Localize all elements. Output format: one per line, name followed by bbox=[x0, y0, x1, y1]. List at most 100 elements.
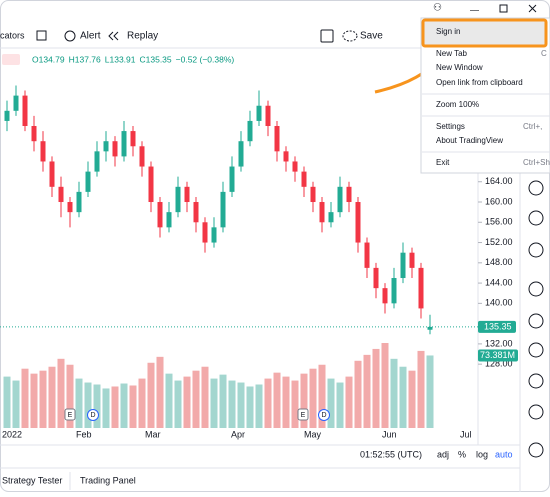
ohlc-legend: O134.79 bbox=[32, 54, 65, 64]
candle-body bbox=[202, 222, 208, 243]
volume-bar bbox=[39, 370, 47, 428]
menu-item[interactable]: Zoom 100% bbox=[436, 100, 479, 109]
volume-bar bbox=[75, 378, 83, 428]
menu-item[interactable]: New Window bbox=[436, 63, 483, 72]
volume-bar bbox=[345, 376, 353, 428]
sidebar-icon[interactable] bbox=[528, 180, 544, 196]
volume-bar bbox=[363, 354, 371, 428]
event-label: E bbox=[301, 412, 306, 419]
volume-box bbox=[478, 349, 518, 362]
ohlc-legend: C135.35 bbox=[140, 54, 172, 64]
sidebar-icon[interactable] bbox=[528, 313, 544, 329]
volume-bar bbox=[327, 378, 335, 428]
candle-body bbox=[292, 161, 298, 172]
menu-item[interactable]: Open link from clipboard bbox=[436, 78, 523, 87]
maximize-button[interactable] bbox=[499, 4, 508, 13]
x-tick-label: 2022 bbox=[2, 429, 22, 439]
candle-body bbox=[409, 252, 415, 268]
ohlc-legend: H137.76 bbox=[69, 54, 101, 64]
sidebar-icon[interactable] bbox=[528, 242, 544, 258]
save-button[interactable]: Save bbox=[360, 31, 383, 42]
candle-body bbox=[166, 212, 172, 228]
volume-bar bbox=[372, 348, 380, 428]
sidebar-icon[interactable] bbox=[528, 281, 544, 297]
cloud-icon[interactable] bbox=[342, 30, 358, 42]
candle-body bbox=[337, 186, 343, 213]
tab[interactable]: Trading Panel bbox=[80, 475, 136, 485]
x-tick-label: Apr bbox=[231, 429, 245, 439]
replay-button[interactable]: Replay bbox=[127, 31, 158, 42]
volume-bar bbox=[174, 380, 182, 428]
candle-body bbox=[274, 126, 280, 152]
volume-bar bbox=[417, 350, 425, 428]
alert-icon[interactable] bbox=[64, 30, 76, 42]
x-tick-label: May bbox=[304, 429, 322, 439]
y-tick-label: 164.00 bbox=[485, 176, 513, 186]
event-label: D bbox=[321, 412, 326, 419]
log-toggle[interactable]: log bbox=[476, 449, 488, 459]
last-price-box bbox=[478, 320, 516, 333]
event-label: E bbox=[68, 412, 73, 419]
candle-body bbox=[391, 278, 397, 304]
sidebar-icon[interactable] bbox=[528, 442, 544, 458]
menu-item[interactable]: About TradingView bbox=[436, 136, 503, 145]
percent-toggle[interactable]: % bbox=[458, 449, 466, 459]
menu-item[interactable]: Settings bbox=[436, 122, 465, 131]
volume-bar bbox=[228, 380, 236, 428]
candle-body bbox=[229, 166, 235, 192]
volume-bar bbox=[93, 384, 101, 428]
y-tick-label: 132.00 bbox=[485, 338, 513, 348]
candle-body bbox=[265, 105, 271, 127]
menu-item[interactable]: Sign in bbox=[436, 27, 460, 36]
ohlc-legend: L133.91 bbox=[105, 54, 136, 64]
last-price-label: 135.35 bbox=[484, 321, 512, 331]
candle-body bbox=[247, 120, 253, 142]
close-button[interactable] bbox=[528, 4, 537, 13]
adj-toggle[interactable]: adj bbox=[437, 449, 449, 459]
volume-bar bbox=[165, 373, 173, 428]
clock: 01:52:55 (UTC) bbox=[360, 449, 422, 459]
x-tick-label: Mar bbox=[145, 429, 161, 439]
sidebar-icon[interactable] bbox=[528, 404, 544, 420]
layout-icon[interactable] bbox=[36, 30, 47, 41]
candle-body bbox=[40, 141, 46, 162]
indicators-button[interactable]: cators bbox=[0, 30, 25, 40]
event-badge bbox=[318, 409, 330, 421]
account-icon[interactable]: ⚇ bbox=[433, 3, 442, 14]
candle-body bbox=[355, 202, 361, 243]
candle-body bbox=[67, 202, 73, 213]
candle-body bbox=[418, 267, 424, 309]
rect-icon[interactable] bbox=[320, 29, 334, 43]
candle-body bbox=[31, 126, 37, 142]
sidebar-icon[interactable] bbox=[528, 373, 544, 389]
replay-icon[interactable] bbox=[108, 31, 119, 41]
volume-bar bbox=[84, 382, 92, 428]
event-label: D bbox=[90, 412, 95, 419]
volume-bar bbox=[129, 385, 137, 428]
candle-body bbox=[184, 186, 190, 203]
candle-body bbox=[94, 151, 100, 172]
sidebar-icon[interactable] bbox=[528, 342, 544, 358]
sidebar-icon[interactable] bbox=[528, 210, 544, 226]
volume-bar bbox=[282, 376, 290, 428]
volume-bar bbox=[309, 368, 317, 428]
menu-item[interactable]: New Tab bbox=[436, 49, 468, 58]
volume-bar bbox=[237, 382, 245, 428]
auto-toggle[interactable]: auto bbox=[495, 449, 513, 459]
menu-item[interactable]: Exit bbox=[436, 158, 450, 167]
candle-body bbox=[364, 242, 370, 268]
volume-bar bbox=[3, 376, 11, 428]
alert-button[interactable]: Alert bbox=[80, 31, 101, 42]
volume-bar bbox=[399, 366, 407, 428]
tab[interactable]: Strategy Tester bbox=[2, 475, 62, 485]
volume-bar bbox=[210, 378, 218, 428]
y-tick-label: 140.00 bbox=[485, 298, 513, 308]
candle-body bbox=[130, 131, 136, 147]
volume-bar bbox=[426, 355, 434, 428]
volume-bar bbox=[354, 360, 362, 428]
volume-bar bbox=[201, 366, 209, 428]
minimize-button[interactable]: — bbox=[470, 4, 479, 14]
candle-body bbox=[121, 131, 127, 157]
candle-body bbox=[283, 151, 289, 162]
